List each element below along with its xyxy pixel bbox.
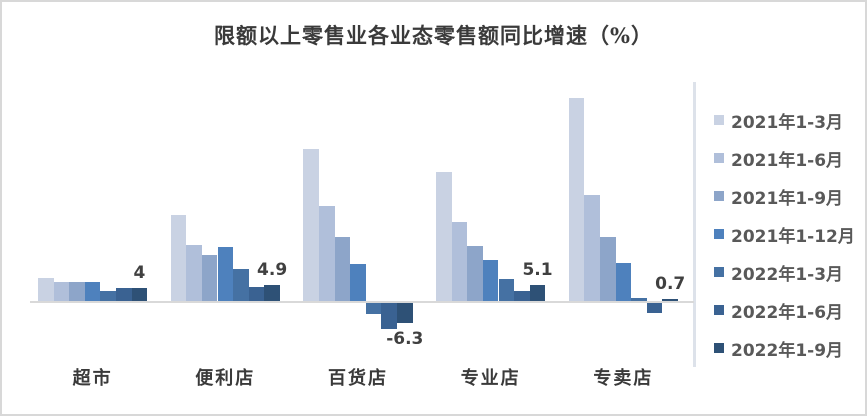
legend-item: 2021年1-3月	[714, 101, 855, 139]
data-label: 0.7	[655, 273, 686, 294]
legend-item: 2021年1-12月	[714, 215, 855, 253]
chart-bar	[350, 263, 366, 301]
legend-item: 2022年1-6月	[714, 291, 855, 329]
chart-bar	[131, 288, 148, 301]
legend-swatch	[714, 153, 724, 163]
chart-bar	[514, 291, 530, 301]
chart-bar	[319, 205, 335, 301]
legend-swatch	[714, 267, 724, 277]
legend-item: 2021年1-6月	[714, 139, 855, 177]
data-label: -6.3	[386, 328, 424, 349]
category-label: 百货店	[328, 368, 388, 389]
legend-swatch	[714, 191, 724, 201]
category-label: 专业店	[460, 368, 521, 389]
chart-bar	[498, 279, 515, 301]
x-axis-zero-line	[30, 301, 694, 303]
legend-item: 2022年1-9月	[714, 329, 855, 367]
legend-swatch	[714, 305, 724, 315]
legend-swatch	[714, 343, 724, 353]
legend-label: 2021年1-12月	[731, 226, 855, 247]
plot-right-border	[693, 82, 696, 367]
legend-label: 2022年1-3月	[731, 264, 844, 285]
chart-bar	[201, 255, 218, 301]
chart-bar	[334, 236, 351, 301]
legend-label: 2022年1-6月	[731, 302, 844, 323]
chart-bar	[662, 298, 678, 301]
chart-bar	[529, 284, 546, 301]
chart-bar	[100, 290, 116, 301]
chart-bar	[467, 245, 483, 301]
chart-bar	[600, 236, 616, 301]
legend-label: 2022年1-9月	[731, 340, 844, 361]
category-label: 超市	[72, 368, 113, 389]
category-label: 专卖店	[593, 368, 654, 389]
legend-swatch	[714, 115, 724, 125]
chart-bar	[84, 281, 101, 301]
legend-label: 2021年1-6月	[731, 150, 844, 171]
legend-label: 2021年1-3月	[731, 112, 844, 133]
chart-bar	[451, 222, 468, 301]
chart-bar	[381, 303, 397, 329]
chart-bar	[233, 269, 249, 301]
data-label: 4.9	[257, 260, 288, 281]
chart-bar	[482, 260, 499, 301]
chart-bar	[365, 303, 382, 315]
chart-bar	[264, 285, 280, 301]
chart-title: 限额以上零售业各业态零售额同比增速（%）	[214, 23, 653, 48]
legend: 2021年1-3月 2021年1-6月 2021年1-9月 2021年1-12月 202…	[714, 101, 855, 367]
chart-bar	[116, 287, 132, 301]
data-label: 4	[133, 263, 146, 284]
chart-bar	[53, 282, 70, 301]
legend-label: 2021年1-9月	[731, 188, 844, 209]
chart-bar	[186, 244, 202, 301]
chart-bar	[397, 303, 413, 323]
category-label: 便利店	[195, 368, 256, 389]
legend-item: 2021年1-9月	[714, 177, 855, 215]
legend-item: 2022年1-3月	[714, 253, 855, 291]
chart-bar	[568, 98, 585, 301]
chart-bar	[646, 303, 663, 313]
chart-bar	[303, 148, 319, 301]
chart-bar	[584, 195, 600, 301]
chart-bar	[217, 246, 234, 301]
chart-bar	[615, 262, 632, 301]
chart-bar	[631, 297, 647, 301]
chart-bar	[436, 171, 452, 301]
chart-bar	[248, 286, 265, 301]
chart-bar	[38, 277, 54, 301]
data-label: 5.1	[522, 259, 553, 280]
chart-bar	[69, 282, 85, 301]
legend-swatch	[714, 229, 724, 239]
chart-bar	[170, 215, 187, 301]
